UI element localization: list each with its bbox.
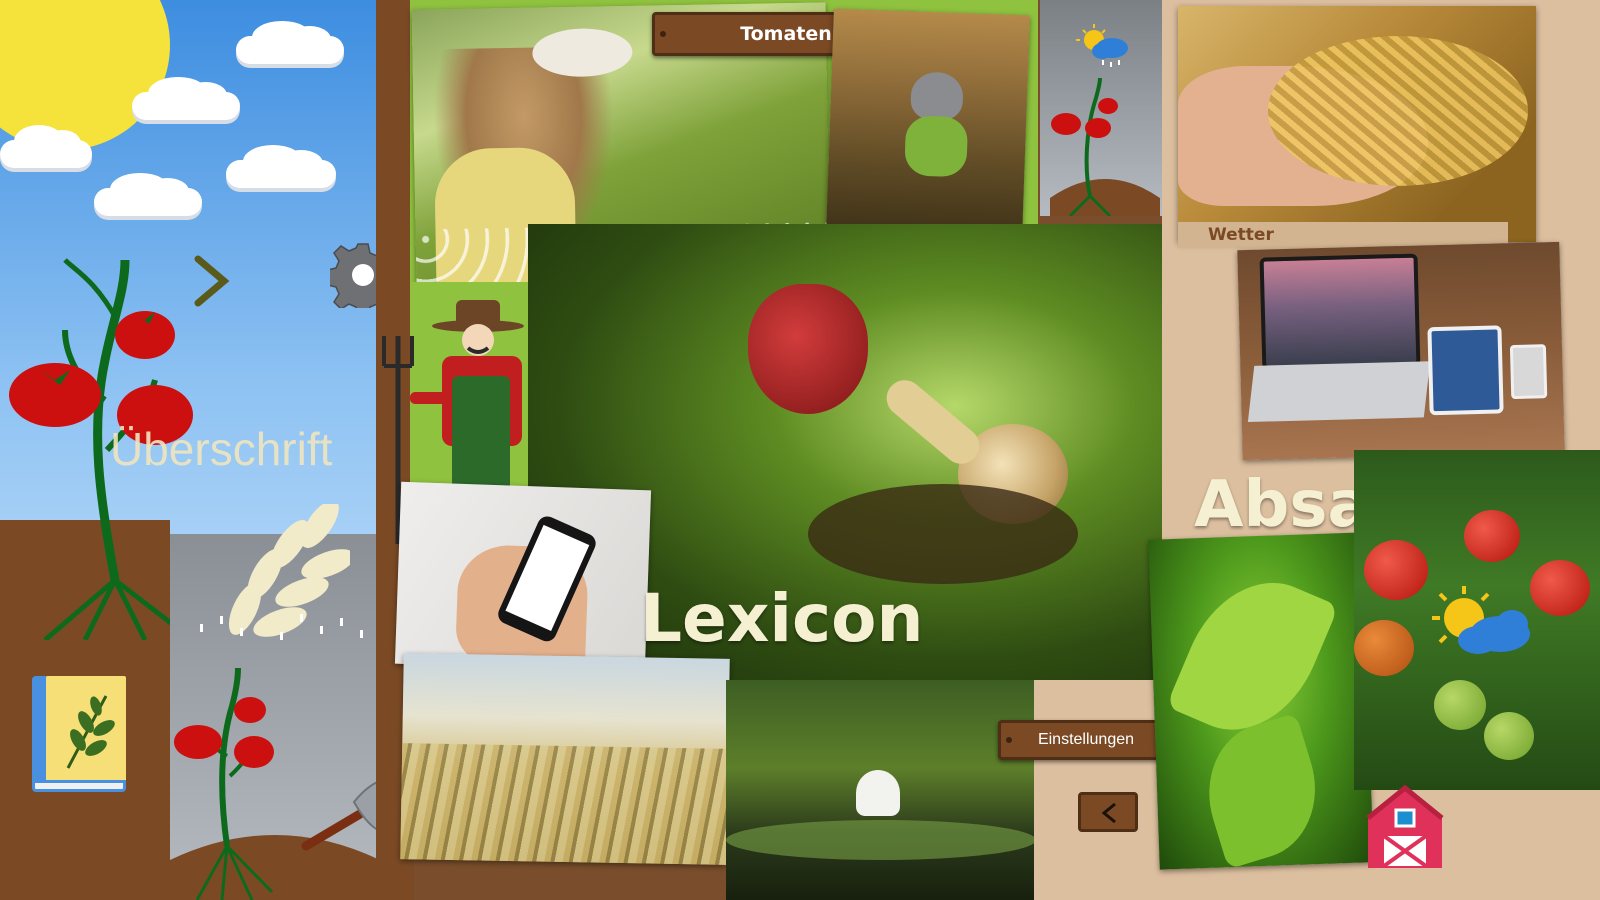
next-chevron-icon[interactable]: [192, 255, 232, 307]
wheat-icon: [228, 504, 350, 637]
back-button[interactable]: [1078, 792, 1138, 832]
lexicon-heading[interactable]: Lexicon: [640, 580, 924, 657]
settings-panel: [1034, 680, 1170, 900]
photo-rice-hand: [1178, 6, 1536, 242]
cloud: [0, 124, 92, 168]
tomato-plant-mini: [1050, 78, 1160, 216]
weather-sun-cloud-icon[interactable]: [1428, 584, 1532, 662]
chevron-left-icon: [1101, 802, 1116, 824]
photo-leaf-droplets: [1148, 532, 1374, 870]
photo-hand-smartphone: [394, 481, 652, 673]
sun-cloud-rain-icon: [1076, 24, 1128, 67]
cloud: [226, 144, 336, 188]
cloud: [94, 172, 202, 216]
photo-baby-forest: [826, 8, 1030, 238]
photo-laptop-devices: [1237, 241, 1565, 461]
tomato-plant-small: [174, 667, 274, 900]
photo-wheat-field: [400, 653, 730, 865]
lexicon-book-icon[interactable]: [32, 676, 128, 796]
sky-panel: [0, 0, 380, 560]
photo-water-lily: [726, 680, 1036, 900]
barn-icon[interactable]: [1364, 782, 1446, 868]
ueberschrift-heading: Überschrift: [110, 423, 333, 475]
cloud: [132, 76, 240, 120]
weather-tile[interactable]: [1040, 0, 1162, 216]
einstellungen-label[interactable]: Einstellungen: [998, 720, 1174, 760]
tomato-plant-large: [9, 258, 193, 640]
cloud: [236, 20, 344, 64]
rain-drops: [200, 614, 363, 640]
